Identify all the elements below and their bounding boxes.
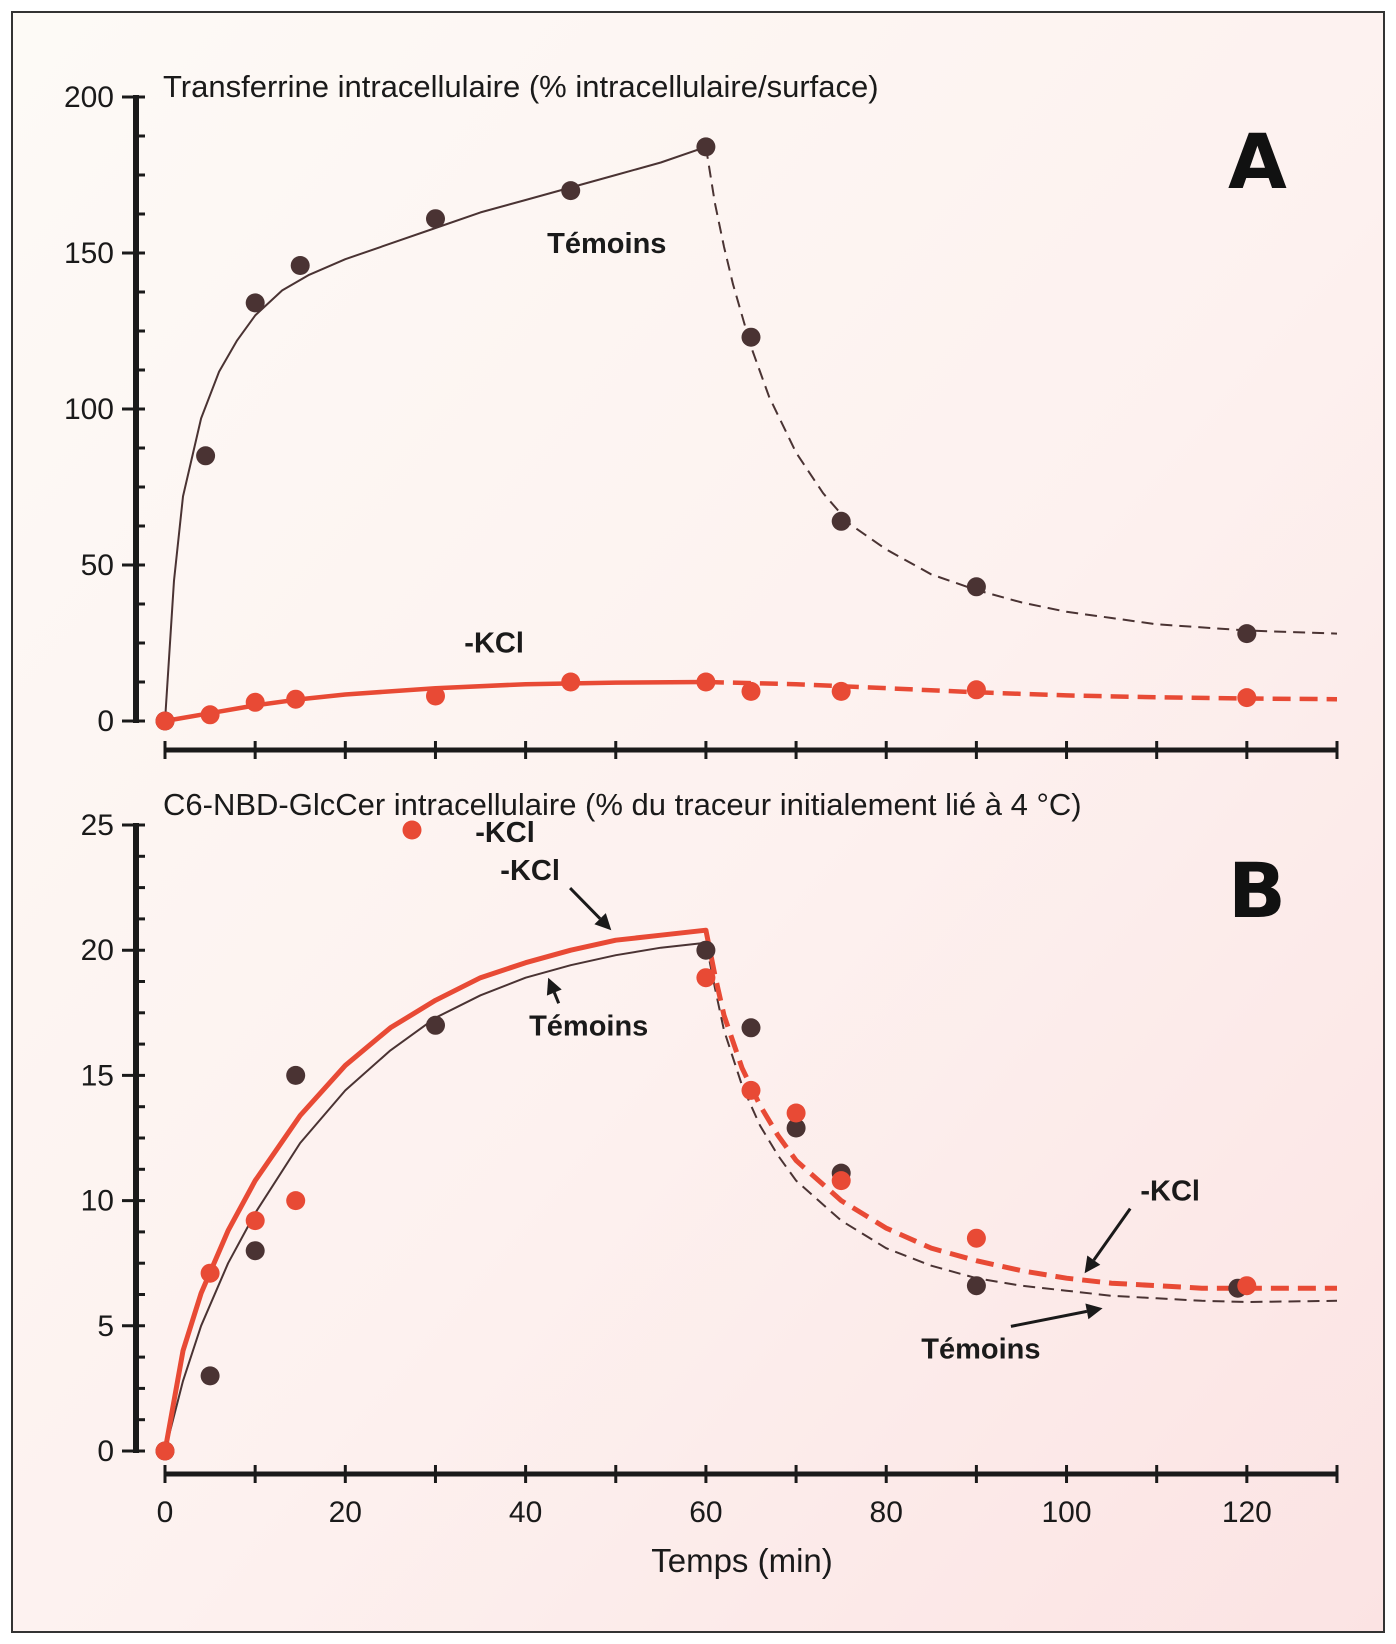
data-point-kcl	[426, 686, 445, 706]
data-point-temoins	[290, 256, 310, 275]
annotation-label: Témoins	[529, 1010, 648, 1042]
data-point-kcl	[155, 711, 175, 731]
annotation-label: -KCl	[500, 855, 560, 887]
data-point-temoins	[426, 209, 445, 229]
y-tick-label: 100	[64, 393, 114, 426]
data-point-temoins	[245, 293, 265, 313]
data-point-temoins	[696, 137, 716, 157]
y-tick-label: 0	[97, 705, 114, 738]
panel-a-axes: 0 50 100 150 200	[64, 81, 1339, 759]
panel-b: C6-NBD-GlcCer intracellulaire (% du trac…	[81, 787, 1339, 1579]
y-tick-label: 20	[81, 934, 114, 967]
data-point-kcl	[831, 681, 851, 701]
data-point-temoins	[741, 327, 761, 347]
data-point-kcl	[966, 680, 986, 700]
x-tick-label: 80	[870, 1496, 903, 1529]
x-tick-label: 100	[1042, 1496, 1092, 1529]
curve-kcl-decay	[705, 679, 1338, 702]
y-tick-label: 10	[81, 1185, 114, 1218]
y-tick-label: 25	[81, 809, 114, 842]
panel-b-title: C6-NBD-GlcCer intracellulaire (% du trac…	[163, 787, 1082, 822]
annotation-label: Témoins	[921, 1333, 1040, 1365]
curve-temoins-rise	[164, 941, 707, 1452]
annotation-arrow-line	[569, 887, 602, 920]
x-tick-label: 0	[157, 1496, 174, 1529]
panel-b-points	[155, 940, 1257, 1461]
data-point-temoins	[966, 1276, 986, 1296]
data-point-kcl	[155, 1441, 175, 1461]
data-point-temoins	[966, 577, 986, 597]
data-point-temoins	[786, 1118, 806, 1138]
annotation-arrow-line	[552, 991, 561, 1004]
legend-kcl-label: -KCl	[475, 817, 535, 849]
y-tick-label: 150	[64, 237, 114, 270]
curve-temoins-decay	[704, 942, 1338, 1304]
figure-background	[11, 11, 1385, 1633]
data-point-kcl	[1237, 1276, 1257, 1296]
annotation-label: -KCl	[1140, 1176, 1200, 1208]
curve-kcl-rise	[162, 679, 709, 724]
data-point-temoins	[696, 940, 716, 960]
curve-temoins-decay	[704, 146, 1338, 635]
data-point-temoins	[286, 1065, 306, 1085]
annotation-label: -KCl	[464, 627, 524, 659]
annotation-label: Témoins	[547, 228, 666, 260]
data-point-temoins	[196, 446, 216, 466]
panel-b-annotations: -KCl Témoins -KCl Témoins	[500, 855, 1200, 1365]
annotation-arrow-head	[1085, 1303, 1103, 1320]
data-point-kcl	[831, 1171, 851, 1191]
data-point-temoins	[741, 1018, 761, 1038]
panel-a-annotations: Témoins -KCl	[464, 228, 666, 659]
data-point-kcl	[741, 1080, 761, 1100]
data-point-kcl	[696, 968, 716, 988]
data-point-temoins	[1237, 624, 1257, 644]
data-point-kcl	[966, 1228, 986, 1248]
panel-a-title: Transferrine intracellulaire (% intracel…	[163, 69, 879, 104]
annotation-arrow-head	[1084, 1255, 1101, 1274]
data-point-kcl	[245, 692, 265, 712]
annotation-arrow-head	[546, 977, 562, 996]
annotation-arrow-line	[1010, 1309, 1088, 1328]
y-tick-label: 50	[81, 549, 114, 582]
data-point-temoins	[200, 1366, 220, 1386]
panel-a: Transferrine intracellulaire (% intracel…	[64, 69, 1339, 759]
x-tick-label: 120	[1222, 1496, 1272, 1529]
annotation-arrow-line	[1092, 1207, 1132, 1261]
data-point-kcl	[200, 705, 220, 725]
panel-b-letter: B	[1228, 846, 1286, 935]
data-point-kcl	[286, 1191, 306, 1211]
data-point-kcl	[245, 1211, 265, 1231]
curve-kcl-decay	[703, 929, 1337, 1291]
data-point-temoins	[245, 1241, 265, 1261]
y-tick-label: 5	[97, 1310, 114, 1343]
data-point-kcl	[561, 672, 581, 692]
x-axis-label: Temps (min)	[651, 1542, 833, 1579]
data-point-temoins	[561, 181, 581, 201]
panel-b-axes: 0 5 10 15 20 25 0 20 40 60 80 100 120	[81, 809, 1339, 1529]
panel-a-letter: A	[1228, 117, 1287, 206]
x-tick-label: 60	[689, 1496, 722, 1529]
data-point-kcl	[200, 1263, 220, 1283]
x-tick-label: 40	[509, 1496, 542, 1529]
annotation-arrow-head	[594, 913, 612, 931]
data-point-kcl	[696, 672, 716, 692]
data-point-temoins	[831, 511, 851, 531]
data-point-kcl	[286, 689, 306, 709]
x-tick-label: 20	[329, 1496, 362, 1529]
data-point-temoins	[426, 1015, 445, 1035]
legend-kcl-marker	[402, 820, 422, 840]
data-point-kcl	[1237, 688, 1257, 708]
panel-b-legend: -KCl	[402, 817, 535, 849]
y-tick-label: 15	[81, 1059, 114, 1092]
data-point-kcl	[786, 1103, 806, 1123]
data-point-kcl	[741, 681, 761, 701]
y-tick-label: 0	[97, 1435, 114, 1468]
y-tick-label: 200	[64, 81, 114, 114]
panel-a-points	[155, 137, 1257, 731]
